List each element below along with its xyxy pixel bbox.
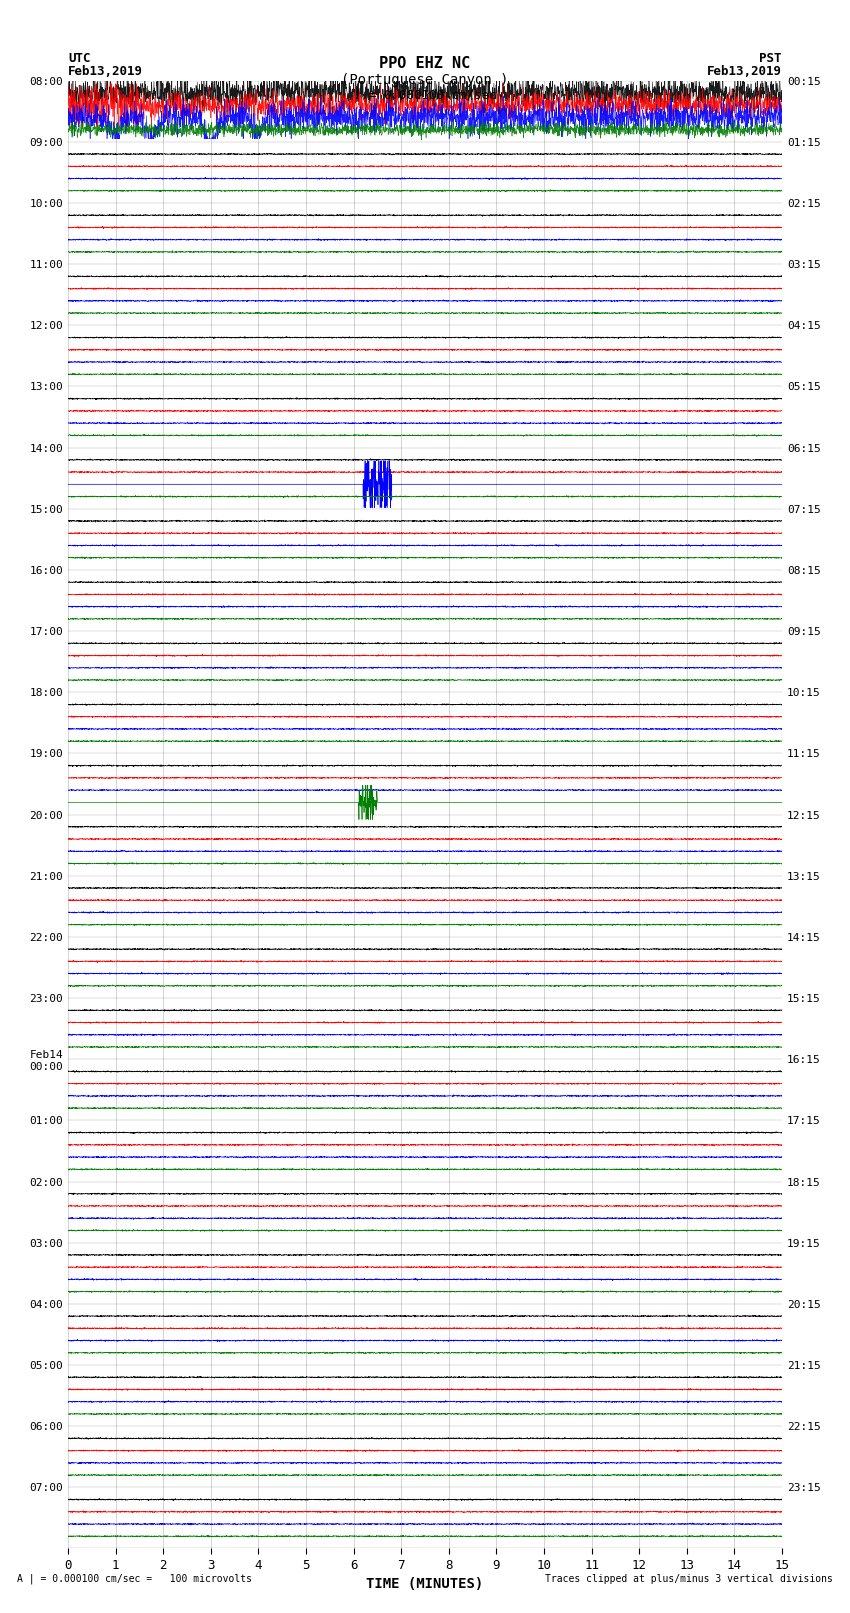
Text: PST: PST	[760, 52, 782, 65]
Text: PPO EHZ NC: PPO EHZ NC	[379, 56, 471, 71]
Text: A | = 0.000100 cm/sec =   100 microvolts: A | = 0.000100 cm/sec = 100 microvolts	[17, 1573, 252, 1584]
X-axis label: TIME (MINUTES): TIME (MINUTES)	[366, 1578, 484, 1592]
Text: Feb13,2019: Feb13,2019	[707, 65, 782, 77]
Text: Feb13,2019: Feb13,2019	[68, 65, 143, 77]
Text: | = 0.000100 cm/sec: | = 0.000100 cm/sec	[354, 89, 496, 102]
Text: Traces clipped at plus/minus 3 vertical divisions: Traces clipped at plus/minus 3 vertical …	[545, 1574, 833, 1584]
Text: (Portuguese Canyon ): (Portuguese Canyon )	[341, 73, 509, 87]
Text: UTC: UTC	[68, 52, 90, 65]
